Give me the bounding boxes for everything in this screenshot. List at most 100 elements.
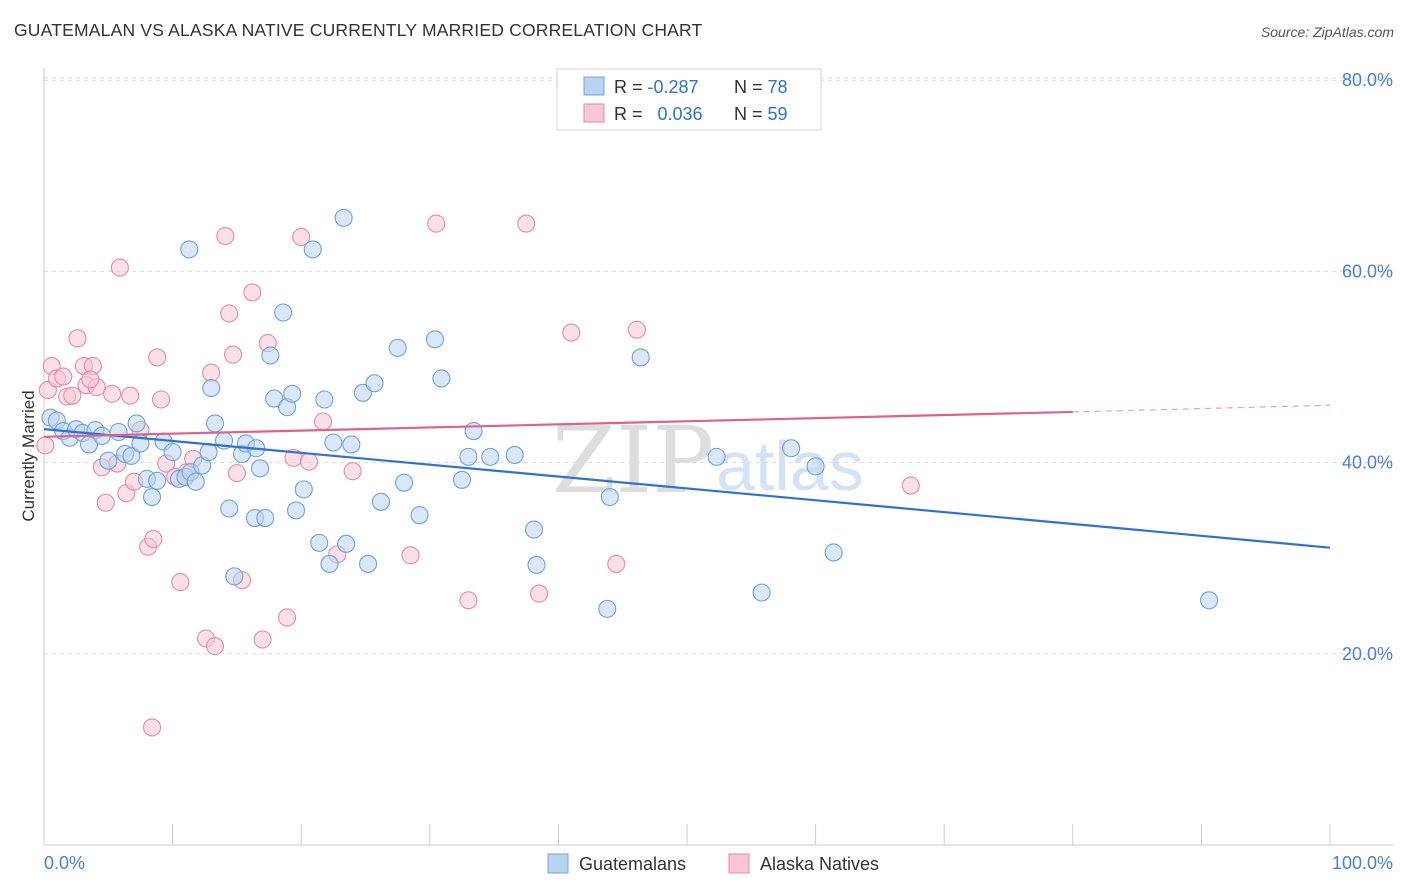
point-alaska-natives	[517, 214, 536, 233]
point-guatemalans	[425, 330, 444, 349]
point-guatemalans	[806, 457, 825, 476]
point-guatemalans	[283, 384, 302, 403]
point-alaska-natives	[292, 227, 311, 247]
trend-line-dashed-alaska-natives	[1072, 404, 1331, 413]
point-guatemalans	[527, 555, 546, 574]
svg-text:R = 0.036: R = 0.036	[614, 104, 703, 124]
point-guatemalans	[109, 422, 128, 442]
y-tick-labels: 20.0% 40.0% 60.0% 80.0%	[1342, 70, 1393, 664]
x-tick-label-min: 0.0%	[44, 853, 85, 873]
point-guatemalans	[180, 240, 199, 259]
point-alaska-natives	[901, 476, 920, 495]
point-alaska-natives	[253, 630, 272, 649]
legend-n-label-1: N =	[734, 77, 768, 97]
bottom-legend-label-guatemalans: Guatemalans	[579, 854, 686, 874]
point-alaska-natives	[144, 530, 163, 549]
point-guatemalans	[337, 534, 356, 553]
point-alaska-natives	[627, 320, 646, 339]
point-guatemalans	[220, 499, 239, 518]
point-guatemalans	[310, 533, 329, 552]
y-axis-title: Currently Married	[19, 390, 38, 521]
point-guatemalans	[99, 451, 118, 470]
point-guatemalans	[148, 471, 167, 490]
point-alaska-natives	[68, 329, 87, 348]
point-guatemalans	[359, 554, 378, 573]
point-guatemalans	[524, 520, 544, 539]
point-guatemalans	[752, 583, 771, 602]
point-guatemalans	[505, 445, 524, 465]
trend-line-alaska-natives	[43, 410, 1073, 438]
point-guatemalans	[265, 389, 284, 408]
trend-lines	[43, 404, 1331, 549]
point-guatemalans	[142, 487, 162, 507]
point-alaska-natives	[81, 370, 100, 389]
y-tick-label: 60.0%	[1342, 261, 1393, 281]
point-alaska-natives	[314, 412, 333, 431]
point-guatemalans	[481, 447, 500, 466]
point-guatemalans	[274, 303, 293, 322]
trend-line-guatemalans	[43, 428, 1331, 549]
point-guatemalans	[432, 369, 451, 388]
point-alaska-natives	[54, 367, 73, 386]
point-guatemalans	[186, 472, 205, 491]
point-guatemalans	[202, 378, 221, 398]
legend-n-label-2: N =	[734, 104, 768, 124]
point-alaska-natives	[343, 462, 362, 481]
point-guatemalans	[294, 480, 313, 499]
point-guatemalans	[388, 338, 407, 357]
y-tick-label: 20.0%	[1342, 644, 1393, 664]
point-alaska-natives	[171, 573, 190, 592]
point-guatemalans	[303, 240, 322, 259]
point-guatemalans	[410, 506, 429, 525]
point-guatemalans	[782, 439, 801, 458]
legend-r-label-2: R =	[614, 104, 648, 124]
x-axis-ticks	[43, 824, 1331, 845]
bottom-legend-swatch-alaska-natives	[728, 853, 750, 874]
point-guatemalans	[824, 543, 843, 562]
legend: R = -0.287 N = 78 R = 0.036 N = 59	[556, 68, 822, 131]
point-alaska-natives	[63, 386, 82, 405]
point-alaska-natives	[243, 283, 262, 302]
point-guatemalans	[225, 567, 244, 586]
point-guatemalans	[365, 374, 384, 393]
point-guatemalans	[631, 348, 650, 367]
legend-r-label-1: R =	[614, 77, 648, 97]
point-guatemalans	[598, 599, 617, 618]
point-alaska-natives	[36, 436, 55, 455]
point-alaska-natives	[205, 637, 225, 656]
point-guatemalans	[199, 443, 218, 462]
point-guatemalans	[600, 487, 619, 507]
point-guatemalans	[287, 501, 306, 520]
y-tick-label: 80.0%	[1342, 70, 1393, 90]
point-guatemalans	[261, 346, 280, 365]
scatter-points	[36, 208, 1219, 737]
bottom-legend-label-alaska-natives: Alaska Natives	[760, 854, 879, 874]
source-label: Source: ZipAtlas.com	[1260, 24, 1394, 40]
y-tick-label: 40.0%	[1342, 453, 1393, 473]
legend-r-value-2: 0.036	[658, 104, 703, 124]
point-alaska-natives	[96, 493, 115, 512]
point-alaska-natives	[223, 345, 243, 364]
point-alaska-natives	[427, 214, 446, 233]
svg-text:N = 59: N = 59	[734, 104, 788, 124]
chart-title: GUATEMALAN VS ALASKA NATIVE CURRENTLY MA…	[14, 20, 703, 40]
point-alaska-natives	[459, 591, 478, 610]
point-alaska-natives	[121, 386, 140, 405]
point-alaska-natives	[278, 608, 297, 627]
point-alaska-natives	[148, 348, 167, 367]
point-guatemalans	[464, 422, 483, 441]
legend-n-value-1: 78	[768, 77, 788, 97]
grid-lines	[44, 77, 1393, 655]
point-alaska-natives	[401, 546, 420, 565]
point-alaska-natives	[103, 384, 122, 403]
point-alaska-natives	[142, 718, 162, 737]
point-guatemalans	[122, 446, 141, 465]
point-alaska-natives	[220, 304, 239, 323]
bottom-legend-swatch-guatemalans	[547, 853, 569, 874]
point-guatemalans	[320, 554, 339, 573]
bottom-legend: Guatemalans Alaska Natives	[547, 853, 879, 874]
point-guatemalans	[334, 208, 353, 227]
point-guatemalans	[315, 390, 334, 409]
svg-text:R = -0.287: R = -0.287	[614, 77, 699, 97]
point-alaska-natives	[110, 258, 129, 277]
